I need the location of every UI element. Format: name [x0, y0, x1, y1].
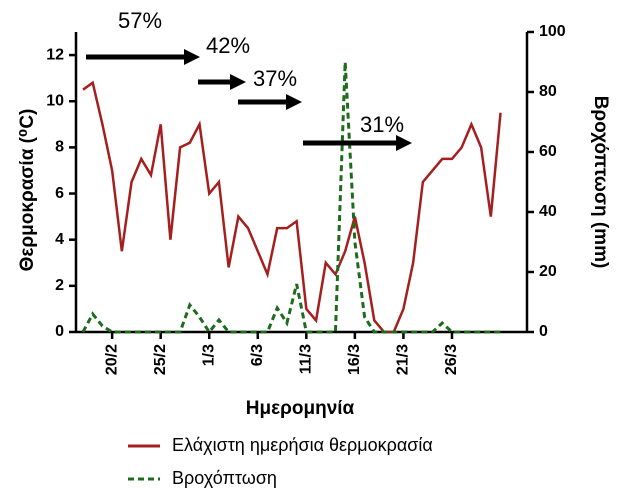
y-tick-label: 4 [55, 231, 64, 248]
arrow-head [184, 49, 200, 65]
annotation: 57% [118, 8, 162, 33]
y2-axis-label: Βροχόπτωση (mm) [590, 96, 611, 269]
annotation: 31% [360, 112, 404, 137]
x-tick-label: 25/2 [152, 344, 169, 375]
x-tick-label: 6/3 [249, 344, 266, 366]
arrow-head [286, 94, 302, 110]
legend-label: Βροχόπτωση [172, 468, 277, 488]
y2-tick-label: 100 [539, 23, 566, 40]
arrow-head [230, 74, 246, 90]
y2-tick-label: 20 [539, 263, 557, 280]
series-line [81, 61, 501, 335]
y-tick-label: 10 [46, 92, 64, 109]
x-tick-label: 16/3 [346, 344, 363, 375]
y2-tick-label: 80 [539, 83, 557, 100]
arrow-head [396, 135, 412, 151]
series-line [82, 80, 502, 334]
x-tick-label: 1/3 [200, 344, 217, 366]
legend-label: Ελάχιστη ημερήσια θερμοκρασία [172, 435, 433, 455]
y-tick-label: 8 [55, 139, 64, 156]
y-tick-label: 12 [46, 46, 64, 63]
x-tick-label: 11/3 [298, 344, 315, 374]
annotation: 42% [206, 33, 250, 58]
x-tick-label: 20/2 [103, 344, 120, 375]
y-tick-label: 2 [55, 277, 64, 294]
x-axis-label: Ημερομηνία [246, 398, 355, 419]
y-tick-label: 6 [55, 185, 64, 202]
x-tick-label: 21/3 [395, 344, 412, 375]
y2-tick-label: 40 [539, 203, 557, 220]
y-tick-label: 0 [55, 323, 64, 340]
x-tick-label: 26/3 [443, 344, 460, 375]
y-axis-label: Θερμοκρασία (⁰C) [17, 109, 38, 272]
y2-tick-label: 60 [539, 143, 557, 160]
annotation: 37% [253, 66, 297, 91]
y2-tick-label: 0 [539, 323, 548, 340]
